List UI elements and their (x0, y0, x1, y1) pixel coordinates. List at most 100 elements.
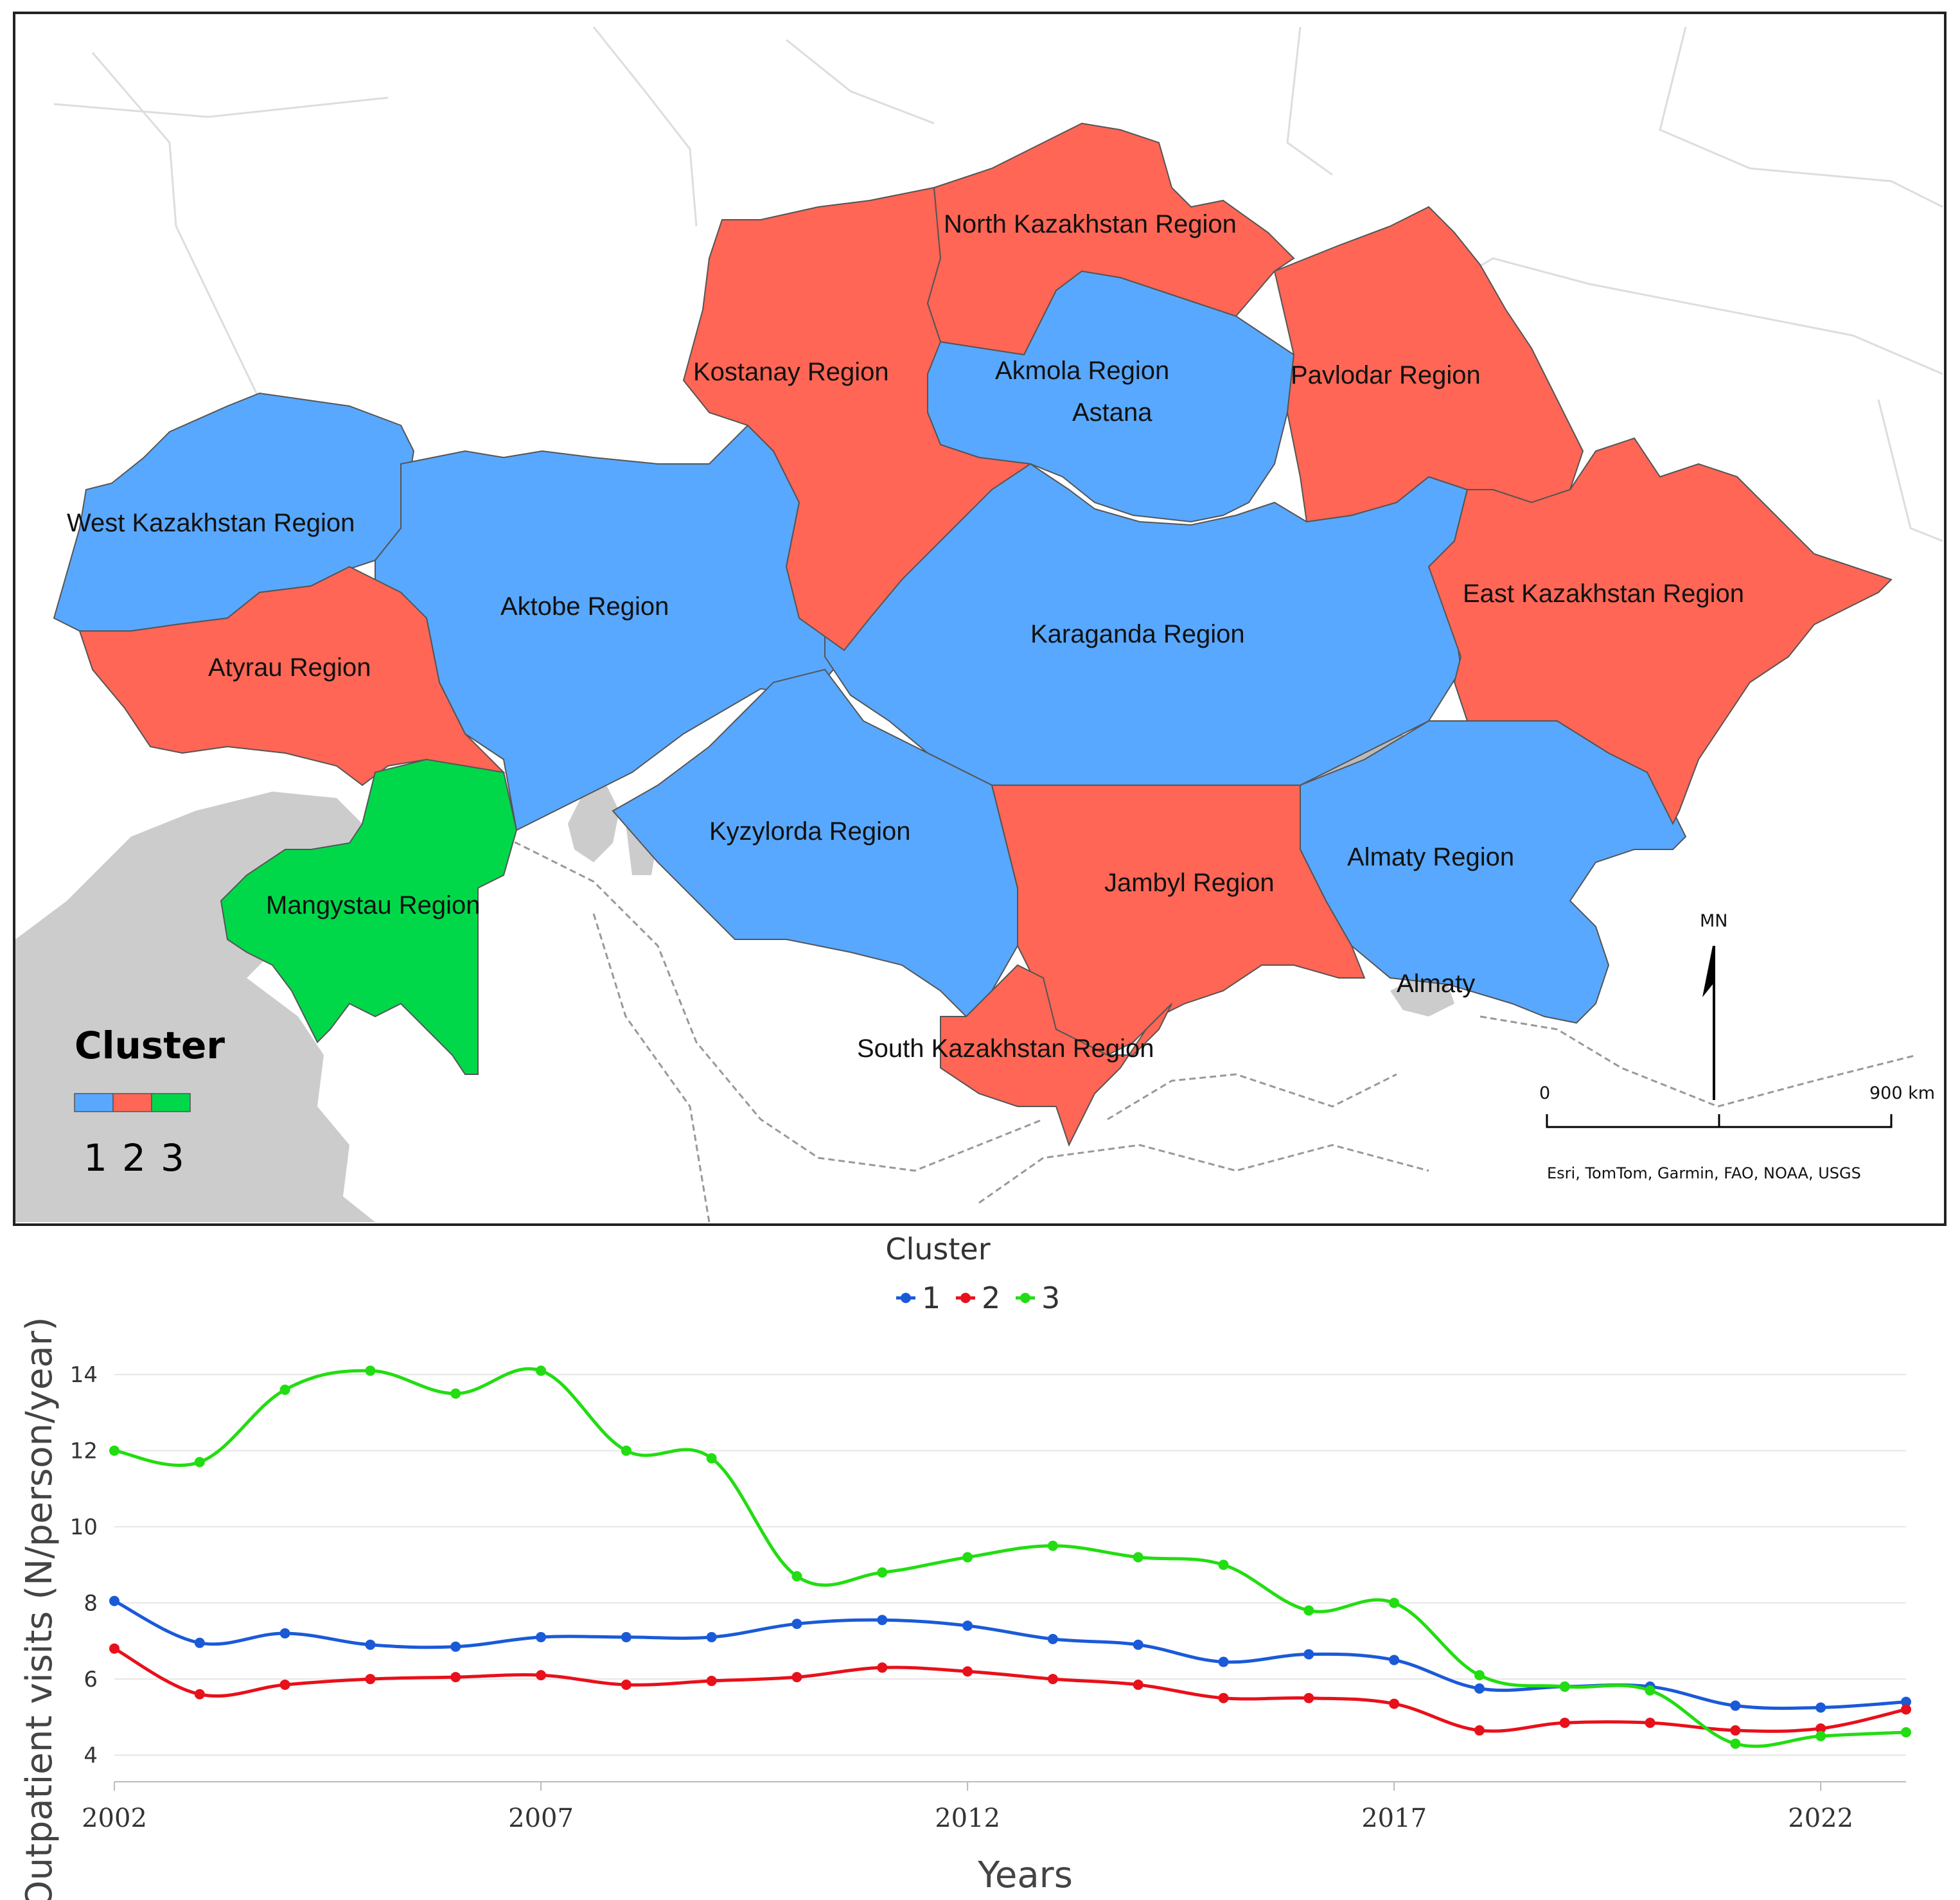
region-atyrau[interactable] (78, 565, 506, 786)
data-point-3[interactable] (1559, 1681, 1570, 1692)
data-point-3[interactable] (1133, 1552, 1143, 1563)
scale-bar: 0 900 km (1539, 1083, 1935, 1128)
data-point-3[interactable] (1815, 1730, 1826, 1741)
label-mangystau: Mangystau Region (266, 891, 481, 919)
data-point-3[interactable] (1901, 1727, 1911, 1737)
label-west-kazakhstan: West Kazakhstan Region (67, 509, 355, 537)
data-point-2[interactable] (1047, 1674, 1058, 1685)
data-point-3[interactable] (877, 1567, 888, 1578)
data-point-2[interactable] (1730, 1725, 1741, 1736)
legend-entry-3[interactable]: 3 (1041, 1281, 1060, 1315)
data-point-3[interactable] (194, 1457, 205, 1468)
data-point-2[interactable] (109, 1643, 119, 1654)
data-point-2[interactable] (194, 1689, 205, 1700)
data-point-1[interactable] (365, 1639, 376, 1650)
data-point-1[interactable] (109, 1595, 119, 1606)
data-point-1[interactable] (1901, 1696, 1911, 1707)
data-point-3[interactable] (109, 1445, 119, 1456)
data-point-3[interactable] (1047, 1540, 1058, 1551)
data-point-3[interactable] (1303, 1605, 1314, 1616)
data-point-3[interactable] (1730, 1738, 1741, 1749)
region-jambyl[interactable] (991, 785, 1366, 1056)
data-point-2[interactable] (621, 1679, 631, 1690)
north-arrow-label: MN (1700, 911, 1728, 931)
data-point-1[interactable] (1389, 1655, 1400, 1665)
data-point-3[interactable] (791, 1571, 802, 1582)
region-south-kazakhstan[interactable] (940, 964, 1172, 1147)
data-point-2[interactable] (1474, 1725, 1485, 1736)
north-arrow-icon (1702, 946, 1715, 1100)
data-point-3[interactable] (1389, 1597, 1400, 1608)
region-east-kazakhstan[interactable] (1427, 437, 1893, 826)
x-axis-title: Years (977, 1854, 1073, 1896)
data-point-3[interactable] (450, 1388, 461, 1399)
data-point-2[interactable] (1901, 1704, 1911, 1715)
data-point-3[interactable] (536, 1365, 547, 1376)
chart-grid (114, 1374, 1906, 1756)
data-point-1[interactable] (450, 1641, 461, 1652)
data-point-1[interactable] (1303, 1649, 1314, 1660)
data-point-1[interactable] (194, 1637, 205, 1648)
data-point-2[interactable] (536, 1670, 547, 1681)
data-point-2[interactable] (791, 1672, 802, 1683)
label-akmola: Akmola Region (995, 357, 1169, 385)
data-point-2[interactable] (1559, 1718, 1570, 1728)
basemap-boundaries (53, 26, 1943, 542)
data-point-2[interactable] (877, 1662, 888, 1673)
data-point-1[interactable] (279, 1628, 290, 1638)
y-tick-label: 14 (70, 1362, 98, 1388)
label-atyrau: Atyrau Region (208, 653, 371, 682)
legend-label-3: 3 (161, 1136, 184, 1180)
legend-swatch-1 (74, 1093, 114, 1112)
data-point-3[interactable] (365, 1365, 376, 1376)
label-jambyl: Jambyl Region (1104, 869, 1275, 897)
data-point-2[interactable] (1133, 1679, 1143, 1690)
data-point-1[interactable] (791, 1619, 802, 1629)
data-point-3[interactable] (1474, 1670, 1485, 1681)
data-point-3[interactable] (279, 1384, 290, 1395)
data-point-3[interactable] (706, 1453, 717, 1464)
data-point-3[interactable] (1645, 1685, 1655, 1696)
y-tick-label: 10 (70, 1514, 98, 1540)
map-attribution: Esri, TomTom, Garmin, FAO, NOAA, USGS (1547, 1164, 1861, 1182)
data-point-2[interactable] (962, 1666, 973, 1677)
data-point-1[interactable] (962, 1620, 973, 1631)
region-kostanay[interactable] (682, 186, 1032, 652)
legend-swatch-2 (112, 1093, 152, 1112)
data-point-2[interactable] (450, 1672, 461, 1683)
legend-entry-1[interactable]: 1 (922, 1281, 940, 1315)
data-point-1[interactable] (877, 1615, 888, 1626)
x-tick-label: 2002 (82, 1804, 147, 1833)
y-tick-label: 6 (84, 1667, 98, 1692)
data-point-1[interactable] (706, 1631, 717, 1642)
data-point-1[interactable] (1047, 1633, 1058, 1644)
data-point-1[interactable] (1218, 1656, 1229, 1667)
data-point-3[interactable] (962, 1552, 973, 1563)
data-point-2[interactable] (1815, 1723, 1826, 1734)
data-point-3[interactable] (621, 1445, 631, 1456)
data-point-2[interactable] (706, 1676, 717, 1687)
series-3 (109, 1365, 1911, 1749)
data-point-1[interactable] (1133, 1639, 1143, 1650)
data-point-1[interactable] (1730, 1700, 1741, 1711)
cluster-2-regions (78, 122, 1893, 1147)
y-axis-title: Outpatient visits (N/person/year) (19, 1317, 60, 1900)
data-point-2[interactable] (1645, 1718, 1655, 1728)
data-point-3[interactable] (1218, 1559, 1229, 1570)
data-point-2[interactable] (1389, 1698, 1400, 1709)
legend-title: Cluster (75, 1024, 225, 1067)
data-point-2[interactable] (279, 1679, 290, 1690)
legend-entry-2[interactable]: 2 (982, 1281, 1000, 1315)
x-tick-label: 2007 (508, 1804, 574, 1833)
series-2 (109, 1643, 1911, 1736)
data-point-2[interactable] (1218, 1692, 1229, 1703)
data-point-1[interactable] (621, 1631, 631, 1642)
data-point-2[interactable] (365, 1674, 376, 1685)
data-point-2[interactable] (1303, 1692, 1314, 1703)
data-point-1[interactable] (536, 1631, 547, 1642)
region-mangystau[interactable] (220, 758, 518, 1075)
data-point-1[interactable] (1815, 1702, 1826, 1713)
data-point-1[interactable] (1474, 1683, 1485, 1694)
chart-x-ticks: 2002 2007 2012 2017 2022 (82, 1782, 1853, 1833)
label-kostanay: Kostanay Region (693, 358, 889, 386)
